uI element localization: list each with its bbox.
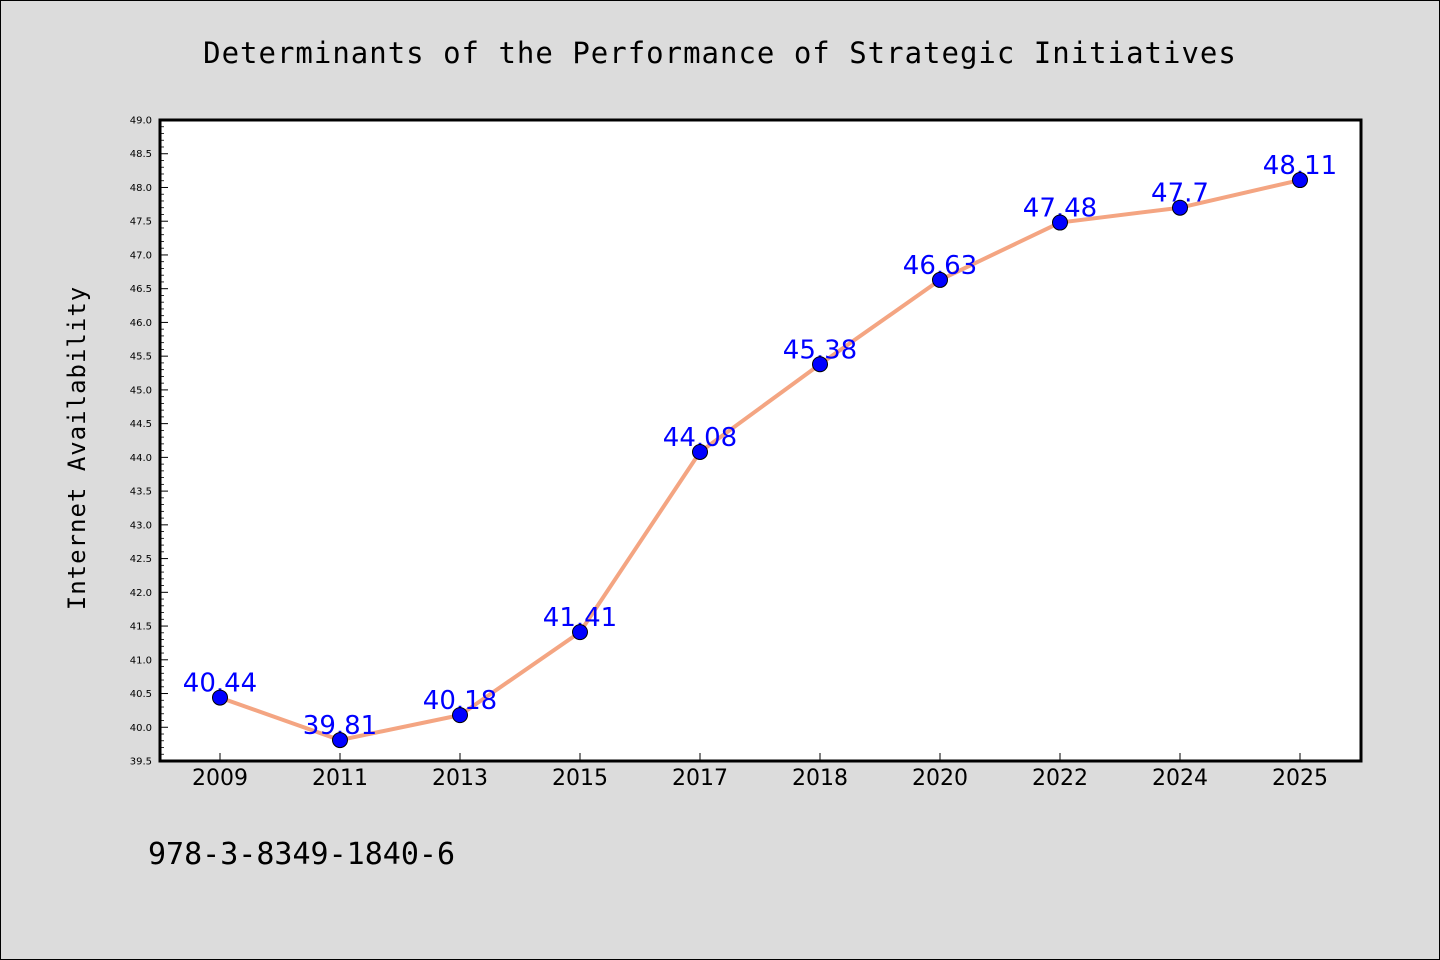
y-tick-label: 44.5	[130, 419, 152, 430]
y-tick-label: 42.5	[130, 554, 152, 565]
x-tick-label: 2018	[792, 766, 848, 791]
data-point	[332, 732, 348, 749]
y-tick-label: 44.0	[130, 453, 152, 464]
y-tick-label: 49.0	[130, 116, 152, 127]
data-point	[452, 707, 468, 724]
data-point	[692, 443, 708, 460]
y-tick-label: 45.5	[130, 352, 152, 363]
y-tick-label: 41.5	[130, 622, 152, 633]
y-tick-label: 48.5	[130, 149, 152, 160]
data-point	[572, 624, 588, 641]
y-tick-label: 47.0	[130, 250, 152, 261]
data-point	[932, 271, 948, 288]
y-tick-label: 43.0	[130, 520, 152, 531]
data-point	[1052, 214, 1068, 231]
y-tick-label: 46.5	[130, 284, 152, 295]
x-axis: 2009 2011 2013 2015 2017 2018 2020 2022 2024 2025	[192, 753, 1328, 791]
x-tick-label: 2011	[312, 766, 368, 791]
isbn-label: 978-3-8349-1840-6	[148, 837, 455, 872]
y-axis-label: Internet Availability	[63, 286, 91, 610]
x-tick-label: 2013	[432, 766, 488, 791]
x-tick-label: 2022	[1032, 766, 1088, 791]
data-point	[812, 356, 828, 373]
y-tick-label: 40.0	[130, 723, 152, 734]
x-tick-label: 2015	[552, 766, 608, 791]
y-tick-label: 48.0	[130, 183, 152, 194]
x-tick-label: 2009	[192, 766, 248, 791]
y-axis: 39.5 40.0 40.5 41.0 41.5 42.0 42.5 43.0 43.5 44.0…	[130, 116, 168, 768]
x-tick-label: 2017	[672, 766, 728, 791]
x-tick-label: 2024	[1152, 766, 1208, 791]
y-tick-label: 43.5	[130, 487, 152, 498]
y-tick-label: 46.0	[130, 318, 152, 329]
y-tick-label: 45.0	[130, 385, 152, 396]
data-point	[1172, 199, 1188, 216]
y-tick-label: 40.5	[130, 689, 152, 700]
y-tick-label: 47.5	[130, 217, 152, 228]
x-tick-label: 2025	[1272, 766, 1328, 791]
plot-area	[158, 118, 1363, 763]
series-line	[219, 178, 1301, 743]
series-layer: 40.4439.8140.1841.4144.0845.3846.6347.48…	[183, 151, 1337, 749]
chart-title: Determinants of the Performance of Strat…	[203, 36, 1237, 70]
data-point	[1292, 172, 1308, 189]
y-tick-label: 39.5	[130, 757, 152, 768]
x-tick-label: 2020	[912, 766, 968, 791]
data-point	[212, 689, 228, 706]
y-tick-label: 42.0	[130, 588, 152, 599]
y-tick-label: 41.0	[130, 655, 152, 666]
